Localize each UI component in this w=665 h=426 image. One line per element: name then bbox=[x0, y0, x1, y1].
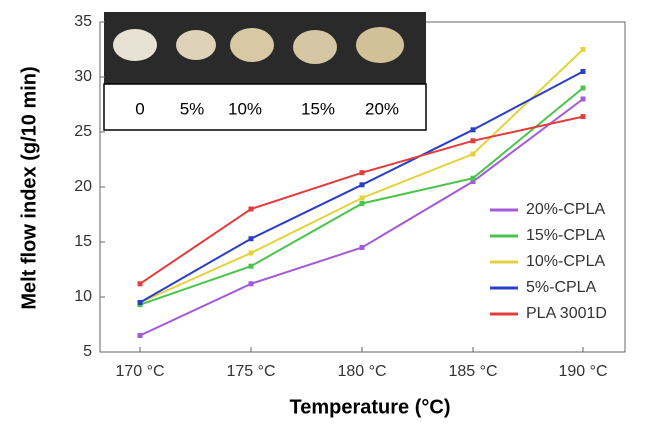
y-tick-label: 15 bbox=[74, 233, 92, 250]
point bbox=[138, 333, 143, 338]
point bbox=[249, 251, 254, 256]
y-tick-label: 25 bbox=[74, 123, 92, 140]
sample bbox=[356, 27, 404, 63]
inset-label: 20% bbox=[365, 99, 399, 118]
y-tick-label: 5 bbox=[83, 343, 92, 360]
point bbox=[249, 264, 254, 269]
x-tick-label: 170 °C bbox=[115, 363, 164, 380]
point bbox=[138, 300, 143, 305]
point bbox=[471, 152, 476, 157]
x-tick-label: 185 °C bbox=[448, 363, 497, 380]
point bbox=[360, 201, 365, 206]
point bbox=[360, 182, 365, 187]
point bbox=[581, 69, 586, 74]
point bbox=[581, 114, 586, 119]
legend-label: 10%-CPLA bbox=[526, 253, 605, 270]
inset-label: 5% bbox=[180, 99, 205, 118]
legend-label: PLA 3001D bbox=[526, 305, 607, 322]
legend-label: 20%-CPLA bbox=[526, 201, 605, 218]
point bbox=[581, 97, 586, 102]
legend-label: 5%-CPLA bbox=[526, 279, 597, 296]
point bbox=[249, 281, 254, 286]
point bbox=[471, 138, 476, 143]
x-tick-label: 175 °C bbox=[226, 363, 275, 380]
x-tick-label: 190 °C bbox=[558, 363, 607, 380]
sample bbox=[230, 28, 274, 62]
sample bbox=[113, 29, 157, 61]
series-line bbox=[140, 99, 583, 336]
legend-label: 15%-CPLA bbox=[526, 227, 605, 244]
point bbox=[360, 170, 365, 175]
sample bbox=[176, 30, 216, 60]
y-tick-label: 10 bbox=[74, 288, 92, 305]
y-axis-title: Melt flow index (g/10 min) bbox=[18, 66, 40, 309]
y-tick-label: 35 bbox=[74, 13, 92, 30]
y-tick-label: 30 bbox=[74, 68, 92, 85]
y-tick-label: 20 bbox=[74, 178, 92, 195]
point bbox=[471, 127, 476, 132]
point bbox=[138, 281, 143, 286]
sample bbox=[293, 30, 337, 64]
point bbox=[581, 47, 586, 52]
point bbox=[360, 245, 365, 250]
point bbox=[360, 196, 365, 201]
point bbox=[249, 207, 254, 212]
chart: Temperature (°C) Melt flow index (g/10 m… bbox=[0, 0, 665, 426]
x-axis-title: Temperature (°C) bbox=[290, 396, 451, 418]
inset-label: 0 bbox=[135, 99, 144, 118]
point bbox=[471, 176, 476, 181]
x-tick-label: 180 °C bbox=[337, 363, 386, 380]
point bbox=[249, 236, 254, 241]
inset-label: 10% bbox=[228, 99, 262, 118]
point bbox=[581, 86, 586, 91]
inset-label: 15% bbox=[301, 99, 335, 118]
